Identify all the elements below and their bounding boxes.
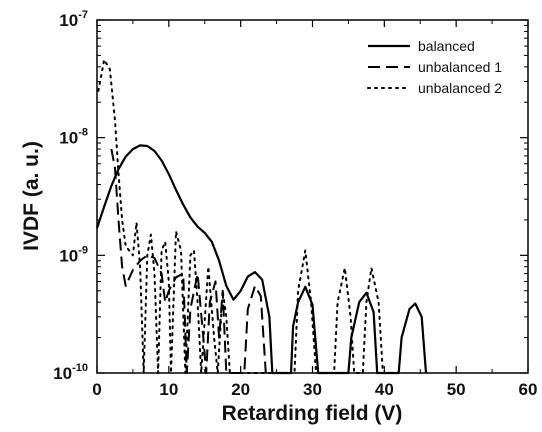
series-line-unbalanced-2 <box>97 58 384 374</box>
x-tick-label: 10 <box>159 380 178 399</box>
legend-label: balanced <box>418 38 475 54</box>
y-tick-label: 10-10 <box>53 362 88 383</box>
y-tick-label: 10-7 <box>59 9 88 30</box>
x-tick-label: 40 <box>375 380 394 399</box>
y-tick-exponent: -8 <box>78 127 88 139</box>
x-tick-labels: 0 10 20 30 40 50 60 <box>92 380 537 399</box>
x-tick-label: 30 <box>303 380 322 399</box>
y-tick-exponent: -10 <box>72 362 88 374</box>
y-tick-label: 10-8 <box>59 127 88 148</box>
y-tick-base: 10 <box>59 129 78 148</box>
plot-frame <box>96 19 529 374</box>
y-tick-exponent: -7 <box>78 9 88 21</box>
y-tick-base: 10 <box>59 246 78 265</box>
legend: balanced unbalanced 1 unbalanced 2 <box>367 38 502 96</box>
y-tick-label: 10-9 <box>59 244 88 265</box>
x-tick-label: 20 <box>231 380 250 399</box>
legend-label: unbalanced 2 <box>418 80 502 96</box>
x-axis-label: Retarding field (V) <box>222 402 403 425</box>
y-tick-base: 10 <box>59 11 78 30</box>
legend-label: unbalanced 1 <box>418 59 502 75</box>
y-tick-exponent: -9 <box>78 244 88 256</box>
y-tick-base: 10 <box>53 364 72 383</box>
series-line-balanced <box>95 144 428 375</box>
x-tick-label: 50 <box>447 380 466 399</box>
x-tick-label: 0 <box>92 380 101 399</box>
y-axis-label: IVDF (a. u.) <box>20 141 43 251</box>
x-tick-label: 60 <box>519 380 538 399</box>
